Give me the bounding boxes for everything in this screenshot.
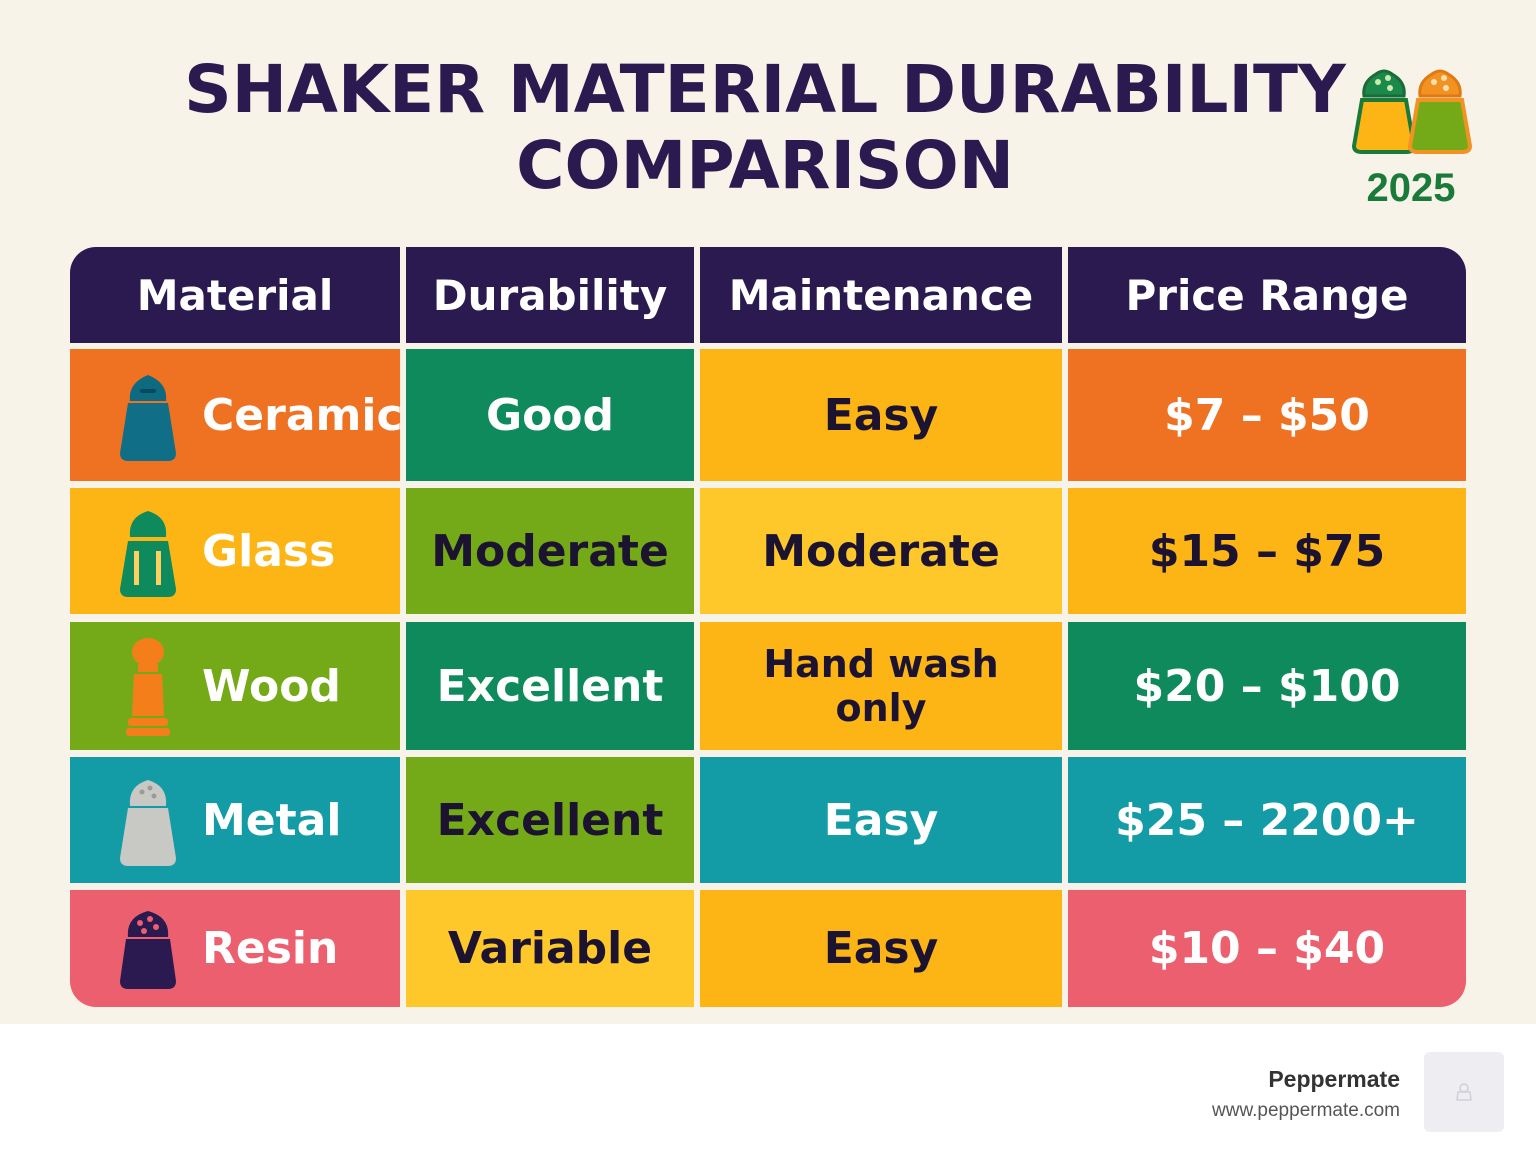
table-row-ceramic-maintenance: Easy <box>700 349 1062 481</box>
peppermate-logo-icon <box>1456 1083 1472 1101</box>
year-label: 2025 <box>1366 166 1456 210</box>
header-price-range: Price Range <box>1068 247 1466 343</box>
table-row-resin-durability: Variable <box>406 890 694 1007</box>
material-label: Wood <box>202 660 341 712</box>
header-durability: Durability <box>406 247 694 343</box>
table-row-metal-price: $25 – 2200+ <box>1068 757 1466 883</box>
header-material: Material <box>70 247 400 343</box>
header-maintenance: Maintenance <box>700 247 1062 343</box>
maintenance-value: Moderate <box>762 525 1000 577</box>
header-label: Maintenance <box>728 270 1034 320</box>
table-row-ceramic-price: $7 – $50 <box>1068 349 1466 481</box>
glass-shaker-icon <box>120 511 176 597</box>
table-row-wood-durability: Excellent <box>406 622 694 750</box>
wood-shaker-icon <box>126 638 170 736</box>
table-row-wood-maintenance: Hand wash only <box>700 622 1062 750</box>
ceramic-shaker-icon <box>120 375 176 461</box>
table-row-metal-durability: Excellent <box>406 757 694 883</box>
footer: Peppermate www.peppermate.com <box>0 1024 1536 1154</box>
comparison-table: Material Durability Maintenance Price Ra… <box>70 247 1466 1007</box>
table-row-resin-material: Resin <box>70 890 400 1007</box>
year-badge: 2025 <box>1348 60 1478 220</box>
header-label: Material <box>136 270 334 320</box>
price-value: $10 – $40 <box>1148 923 1386 974</box>
table-row-glass-durability: Moderate <box>406 488 694 614</box>
maintenance-value: Easy <box>823 923 939 974</box>
table-row-metal-maintenance: Easy <box>700 757 1062 883</box>
durability-value: Variable <box>447 923 653 974</box>
infographic: SHAKER MATERIAL DURABILITY COMPARISON 20… <box>0 0 1536 1024</box>
title-line-1: SHAKER MATERIAL DURABILITY <box>184 51 1346 128</box>
table-row-metal-material: Metal <box>70 757 400 883</box>
maintenance-value: Easy <box>823 794 939 846</box>
table-row-resin-price: $10 – $40 <box>1068 890 1466 1007</box>
title-line-2: COMPARISON <box>516 127 1014 204</box>
price-value: $7 – $50 <box>1164 389 1370 441</box>
material-label: Resin <box>202 923 339 974</box>
brand-logo <box>1424 1052 1504 1132</box>
table-row-glass-material: Glass <box>70 488 400 614</box>
table-row-glass-maintenance: Moderate <box>700 488 1062 614</box>
maintenance-value: Hand wash only <box>763 642 999 730</box>
table-row-ceramic-material: Ceramic <box>70 349 403 481</box>
durability-value: Moderate <box>431 525 669 577</box>
price-value: $25 – 2200+ <box>1115 794 1419 846</box>
header-label: Durability <box>432 270 668 320</box>
page-title: SHAKER MATERIAL DURABILITY COMPARISON <box>130 52 1400 204</box>
durability-value: Good <box>485 389 615 441</box>
table-row-ceramic-durability: Good <box>406 349 694 481</box>
material-label: Metal <box>202 794 342 846</box>
table-row-wood-material: Wood <box>70 622 400 750</box>
table-row-resin-maintenance: Easy <box>700 890 1062 1007</box>
material-label: Glass <box>202 525 336 577</box>
price-value: $15 – $75 <box>1148 525 1386 577</box>
durability-value: Excellent <box>436 794 664 846</box>
table-row-glass-price: $15 – $75 <box>1068 488 1466 614</box>
maintenance-value: Easy <box>823 389 939 441</box>
table-row-wood-price: $20 – $100 <box>1068 622 1466 750</box>
metal-shaker-icon <box>120 780 176 866</box>
salt-and-pepper-shakers-icon <box>1351 69 1473 154</box>
brand-url[interactable]: www.peppermate.com <box>1212 1100 1400 1121</box>
header-label: Price Range <box>1125 270 1409 320</box>
brand-name: Peppermate <box>1268 1066 1400 1092</box>
material-label: Ceramic <box>202 389 403 441</box>
durability-value: Excellent <box>436 660 664 712</box>
price-value: $20 – $100 <box>1133 660 1401 712</box>
resin-shaker-icon <box>120 910 176 989</box>
